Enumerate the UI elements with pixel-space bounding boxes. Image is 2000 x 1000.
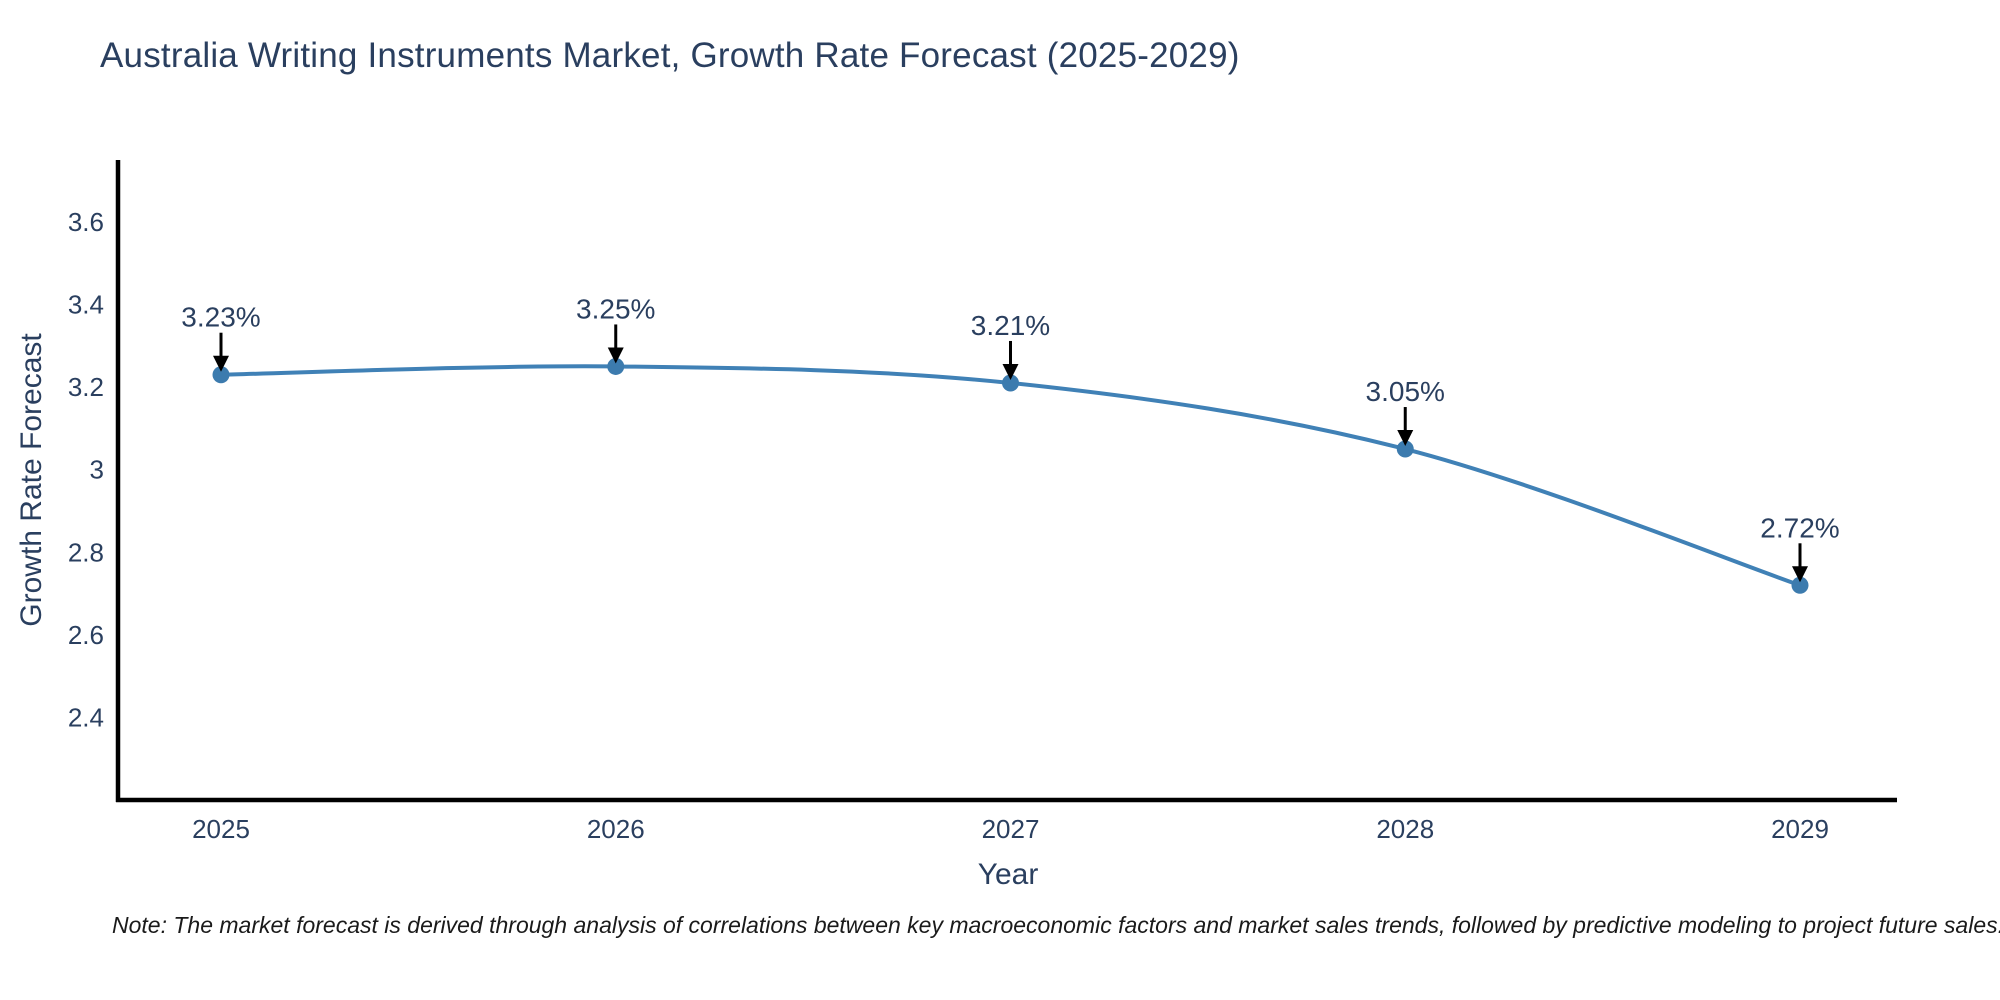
x-tick-label: 2028 bbox=[1376, 814, 1434, 844]
data-point-marker bbox=[1396, 440, 1414, 458]
point-annotation: 3.21% bbox=[971, 310, 1050, 380]
data-point-marker bbox=[1002, 374, 1019, 392]
point-annotation: 3.05% bbox=[1366, 376, 1445, 447]
annotation-label: 3.23% bbox=[181, 302, 260, 333]
annotation-arrowhead bbox=[607, 347, 624, 364]
y-tick-label: 3.4 bbox=[68, 290, 104, 320]
annotation-arrowhead bbox=[1397, 430, 1414, 447]
y-tick-label: 2.4 bbox=[68, 702, 104, 732]
annotation-arrowhead bbox=[1792, 566, 1808, 583]
y-axis-title: Growth Rate Forecast bbox=[15, 333, 48, 627]
y-tick-label: 3 bbox=[90, 455, 104, 485]
point-annotation: 3.25% bbox=[576, 293, 655, 364]
y-tick-label: 3.6 bbox=[68, 207, 104, 237]
data-point-marker bbox=[212, 366, 230, 384]
x-tick-label: 2025 bbox=[192, 814, 250, 844]
annotation-label: 3.25% bbox=[576, 293, 655, 324]
x-tick-label: 2027 bbox=[982, 814, 1040, 844]
annotation-label: 2.72% bbox=[1760, 512, 1839, 543]
annotation-label: 3.21% bbox=[971, 310, 1050, 341]
annotation-label: 3.05% bbox=[1366, 376, 1445, 407]
y-tick-label: 3.2 bbox=[68, 372, 104, 402]
x-axis-title: Year bbox=[977, 858, 1039, 891]
footnote: Note: The market forecast is derived thr… bbox=[112, 912, 2000, 938]
point-annotation: 3.23% bbox=[181, 302, 261, 372]
annotation-arrowhead bbox=[213, 355, 229, 372]
y-tick-label: 2.6 bbox=[68, 620, 104, 650]
data-point-marker bbox=[607, 357, 625, 375]
annotation-arrowhead bbox=[1002, 363, 1019, 380]
point-annotation: 2.72% bbox=[1760, 512, 1840, 583]
x-tick-label: 2026 bbox=[587, 814, 645, 844]
data-point-marker bbox=[1791, 576, 1809, 594]
y-tick-label: 2.8 bbox=[68, 537, 104, 567]
chart-title: Australia Writing Instruments Market, Gr… bbox=[100, 36, 1240, 75]
series-line bbox=[219, 364, 1802, 588]
x-tick-label: 2029 bbox=[1771, 814, 1829, 844]
